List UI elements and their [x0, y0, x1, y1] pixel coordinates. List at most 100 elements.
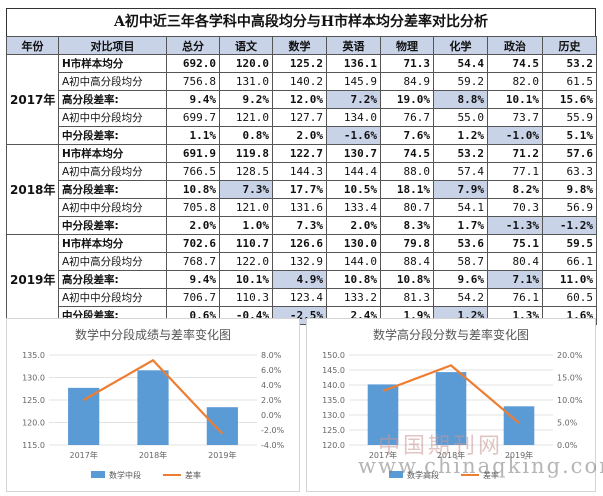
row-label: A初中高分段均分	[58, 252, 167, 271]
table-body: 年份 对比项目 总分 语文 数学 英语 物理 化学 政治 历史 2017年 H市样…	[6, 36, 597, 325]
table-row: 2018年 H市样本均分 691.9 119.8 122.7 130.7 74.5 53.2 7…	[6, 144, 597, 235]
value-cell: 15.6%	[542, 90, 597, 109]
value-cell: 131.0	[219, 72, 273, 91]
value-cell: 84.9	[380, 72, 434, 91]
value-cell: 125.2	[272, 54, 327, 73]
legend-bar-swatch	[389, 471, 403, 478]
x-tick-label: 2017年	[369, 450, 397, 460]
y2-tick-label: 0.0%	[557, 441, 578, 450]
value-cell: 766.5	[166, 162, 220, 181]
line-series	[382, 364, 520, 424]
value-cell: 57.6	[542, 144, 597, 163]
value-cell: 7.6%	[380, 126, 434, 145]
value-cell: 80.7	[380, 198, 434, 217]
row-label: A初中中分段均分	[58, 198, 167, 217]
header-cell: 总分	[166, 36, 220, 55]
legend-label: 数学中段	[109, 470, 141, 480]
value-cell: 119.8	[219, 144, 273, 163]
bar	[206, 407, 238, 445]
y2-tick-label: -4.0%	[261, 441, 285, 450]
table-row: 高分段差率: 9.4% 10.1% 4.9% 10.8% 10.8% 9.6% 7.1% 11.…	[7, 270, 597, 289]
year-cell: 2018年	[6, 144, 59, 235]
value-cell: 127.7	[272, 108, 327, 127]
value-cell: 1.1%	[166, 126, 220, 145]
table-row: A初中高分段均分 756.8 131.0 140.2 145.9 84.9 59.2 82.0…	[7, 72, 597, 91]
y-tick-label: 130.0	[322, 411, 345, 420]
value-cell: 58.7	[433, 252, 488, 271]
value-cell: -1.2%	[542, 216, 597, 235]
x-tick-label: 2019年	[505, 450, 533, 460]
value-cell: 133.2	[326, 288, 381, 307]
value-cell: -1.6%	[326, 126, 381, 145]
bar	[503, 406, 535, 445]
y-tick-label: 125.0	[22, 396, 45, 405]
value-cell: 9.4%	[166, 270, 220, 289]
value-cell: 80.4	[487, 252, 543, 271]
value-cell: 145.9	[326, 72, 381, 91]
value-cell: 10.1%	[219, 270, 273, 289]
math-high-chart: 数学高分段分数与差率变化图 120.0 125.0 130.0 135.0 140.0 14…	[306, 318, 596, 492]
y2-tick-label: 8.0%	[261, 351, 282, 360]
y-tick-label: 125.0	[322, 426, 345, 435]
y-tick-label: 145.0	[322, 366, 345, 375]
value-cell: 59.5	[542, 234, 597, 253]
value-cell: 9.6%	[433, 270, 488, 289]
legend-label: 差率	[483, 470, 499, 480]
value-cell: 66.1	[542, 252, 597, 271]
y2-tick-label: 5.0%	[557, 419, 578, 428]
legend-label: 差率	[185, 470, 201, 480]
header-cell: 物理	[380, 36, 434, 55]
value-cell: 1.7%	[433, 216, 488, 235]
value-cell: 7.2%	[326, 90, 381, 109]
value-cell: 2.0%	[272, 126, 327, 145]
value-cell: 110.7	[219, 234, 273, 253]
y-tick-label: 120.0	[322, 441, 345, 450]
value-cell: 57.4	[433, 162, 488, 181]
watermark-url: www.chinaqking.com	[358, 454, 603, 478]
chart-svg: 数学中分段成绩与差率变化图 115.0 120.0 125.0 130.0 135.0 -4…	[22, 327, 285, 480]
value-cell: 9.4%	[166, 90, 220, 109]
value-cell: 7.3%	[272, 216, 327, 235]
row-label: A初中高分段均分	[58, 162, 167, 181]
header-cell: 语文	[219, 36, 273, 55]
value-cell: 132.9	[272, 252, 327, 271]
value-cell: 699.7	[166, 108, 220, 127]
value-cell: 702.6	[166, 234, 220, 253]
value-cell: 110.3	[219, 288, 273, 307]
value-cell: 122.0	[219, 252, 273, 271]
bar	[137, 370, 169, 445]
value-cell: 0.8%	[219, 126, 273, 145]
value-cell: 53.2	[542, 54, 597, 73]
charts-area: 数学中分段成绩与差率变化图 115.0 120.0 125.0 130.0 135.0 -4…	[6, 318, 603, 494]
x-tick-label: 2018年	[139, 450, 167, 460]
value-cell: 4.9%	[272, 270, 327, 289]
chart-title: 数学高分段分数与差率变化图	[373, 327, 529, 342]
table-title: A初中近三年各学科中高段均分与H市样本均分差率对比分析	[6, 8, 596, 36]
value-cell: 144.4	[326, 162, 381, 181]
value-cell: 10.8%	[166, 180, 220, 199]
value-cell: 10.5%	[326, 180, 381, 199]
header-cell: 政治	[487, 36, 543, 55]
row-label: A初中中分段均分	[58, 108, 167, 127]
row-label: A初中高分段均分	[58, 72, 167, 91]
year-cell: 2019年	[6, 234, 59, 325]
value-cell: 131.6	[272, 198, 327, 217]
year-cell: 2017年	[6, 54, 59, 145]
x-tick-label: 2019年	[208, 450, 236, 460]
value-cell: 144.0	[326, 252, 381, 271]
chart-svg: 数学高分段分数与差率变化图 120.0 125.0 130.0 135.0 140.0 14…	[322, 327, 583, 480]
value-cell: 144.3	[272, 162, 327, 181]
y-tick-label: 130.0	[22, 374, 45, 383]
value-cell: 122.7	[272, 144, 327, 163]
chart-title: 数学中分段成绩与差率变化图	[75, 327, 231, 342]
row-label: 中分段差率:	[58, 126, 167, 145]
value-cell: 54.1	[433, 198, 488, 217]
watermark-title: 中国期刊网	[378, 434, 504, 459]
row-label: 高分段差率:	[58, 180, 167, 199]
y2-tick-label: 0.0%	[261, 411, 282, 420]
header-cell: 数学	[272, 36, 327, 55]
value-cell: 19.0%	[380, 90, 434, 109]
value-cell: -1.0%	[487, 126, 543, 145]
y2-tick-label: 15.0%	[557, 374, 583, 383]
value-cell: 59.2	[433, 72, 488, 91]
